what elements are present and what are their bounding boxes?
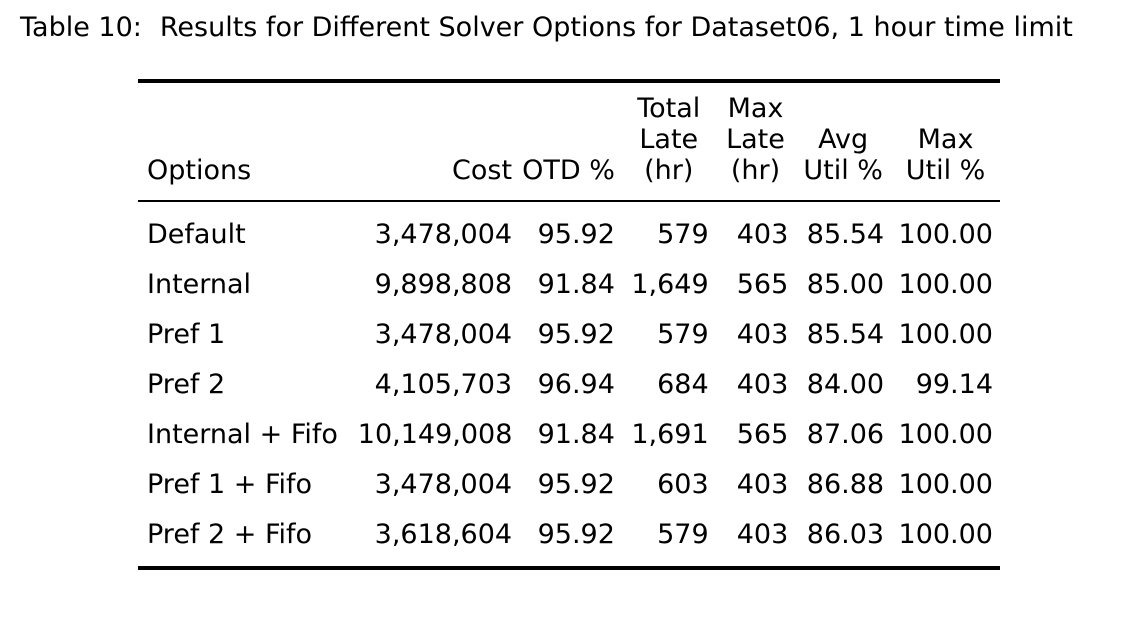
caption-text: Results for Different Solver Options for… — [159, 12, 1073, 43]
cell-otd: 91.84 — [537, 419, 615, 450]
cell-otd: 96.94 — [537, 369, 615, 400]
bottom-rule — [138, 566, 1000, 570]
cell-cost: 3,618,604 — [374, 519, 513, 550]
header-cost: Cost — [452, 155, 513, 186]
cell-max-late: 565 — [736, 419, 789, 450]
cell-options: Internal — [147, 269, 252, 300]
table-row: Default 3,478,004 95.92 579 403 85.54 10… — [138, 202, 1000, 260]
cell-max-late: 403 — [736, 319, 789, 350]
cell-cost: 3,478,004 — [374, 219, 513, 250]
cell-max-util: 100.00 — [898, 219, 993, 250]
cell-otd: 91.84 — [537, 269, 615, 300]
cell-total-late: 684 — [657, 369, 709, 400]
cell-max-late: 403 — [736, 469, 789, 500]
cell-otd: 95.92 — [537, 519, 615, 550]
cell-options: Pref 1 — [147, 319, 226, 350]
cell-options: Pref 2 + Fifo — [147, 519, 313, 550]
cell-total-late: 579 — [657, 319, 709, 350]
cell-max-util: 100.00 — [898, 319, 993, 350]
cell-max-util: 99.14 — [915, 369, 993, 400]
cell-avg-util: 87.06 — [806, 419, 885, 450]
cell-options: Pref 2 — [147, 369, 226, 400]
table-body-table: Default 3,478,004 95.92 579 403 85.54 10… — [138, 202, 1000, 566]
header-avg-util: Avg Util % — [803, 124, 883, 186]
table: Options Cost OTD % Total Late (hr) Max L… — [138, 83, 1000, 200]
table-row: Pref 2 4,105,703 96.94 684 403 84.00 99.… — [138, 360, 1000, 410]
cell-max-util: 100.00 — [898, 269, 993, 300]
cell-avg-util: 84.00 — [806, 369, 885, 400]
table-row: Pref 1 + Fifo 3,478,004 95.92 603 403 86… — [138, 460, 1000, 510]
cell-otd: 95.92 — [537, 469, 615, 500]
cell-options: Default — [147, 219, 246, 250]
header-max-util: Max Util % — [905, 124, 986, 186]
cell-max-late: 403 — [736, 519, 789, 550]
cell-options: Internal + Fifo — [147, 419, 338, 450]
cell-otd: 95.92 — [537, 219, 615, 250]
cell-max-util: 100.00 — [898, 419, 993, 450]
table-body: Default 3,478,004 95.92 579 403 85.54 10… — [138, 202, 1000, 566]
table-caption: Table 10: Results for Different Solver Op… — [20, 12, 1073, 43]
cell-total-late: 603 — [657, 469, 709, 500]
cell-avg-util: 85.54 — [806, 319, 885, 350]
header-max-late: Max Late (hr) — [726, 93, 785, 186]
cell-cost: 9,898,808 — [374, 269, 513, 300]
header-rule — [138, 200, 1000, 202]
cell-max-late: 403 — [736, 369, 789, 400]
cell-otd: 95.92 — [537, 319, 615, 350]
cell-max-util: 100.00 — [898, 469, 993, 500]
table-row: Pref 1 3,478,004 95.92 579 403 85.54 100… — [138, 310, 1000, 360]
cell-max-util: 100.00 — [898, 519, 993, 550]
table-row: Internal 9,898,808 91.84 1,649 565 85.00… — [138, 260, 1000, 310]
cell-total-late: 1,691 — [631, 419, 709, 450]
table-header: Options Cost OTD % Total Late (hr) Max L… — [138, 83, 1000, 200]
cell-cost: 3,478,004 — [374, 469, 513, 500]
cell-avg-util: 85.00 — [806, 269, 885, 300]
cell-avg-util: 85.54 — [806, 219, 885, 250]
cell-total-late: 579 — [657, 219, 709, 250]
table-row: Internal + Fifo 10,149,008 91.84 1,691 5… — [138, 410, 1000, 460]
cell-options: Pref 1 + Fifo — [147, 469, 313, 500]
cell-total-late: 1,649 — [631, 269, 709, 300]
cell-cost: 3,478,004 — [374, 319, 513, 350]
cell-max-late: 403 — [736, 219, 789, 250]
results-table: Options Cost OTD % Total Late (hr) Max L… — [138, 79, 1000, 570]
cell-cost: 4,105,703 — [374, 369, 513, 400]
header-options: Options — [147, 155, 252, 186]
top-rule — [138, 79, 1000, 83]
header-total-late: Total Late (hr) — [637, 93, 701, 186]
header-row: Options Cost OTD % Total Late (hr) Max L… — [138, 83, 1000, 200]
table-row: Pref 2 + Fifo 3,618,604 95.92 579 403 86… — [138, 510, 1000, 566]
caption-label: Table 10: — [20, 12, 142, 43]
cell-avg-util: 86.03 — [806, 519, 885, 550]
cell-cost: 10,149,008 — [357, 419, 513, 450]
cell-max-late: 565 — [736, 269, 789, 300]
header-otd: OTD % — [522, 155, 615, 186]
cell-avg-util: 86.88 — [806, 469, 885, 500]
cell-total-late: 579 — [657, 519, 709, 550]
